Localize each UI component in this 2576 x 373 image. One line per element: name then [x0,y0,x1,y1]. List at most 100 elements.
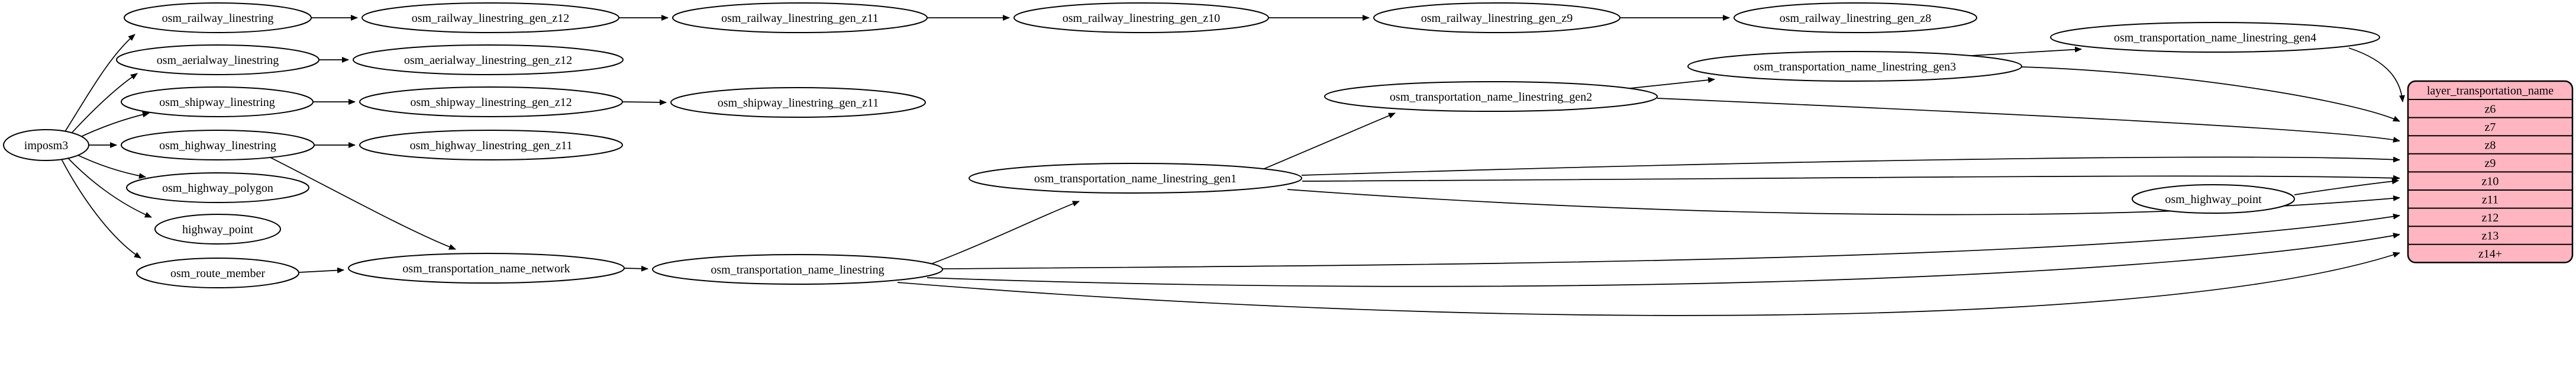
edge-osm_transportation_name_network-to-osm_transportation_name_linestring [624,265,648,272]
node-ellipse [1324,81,1658,112]
edge-imposm3-to-highway_point [66,156,152,218]
node-ellipse [124,2,312,33]
node-osm_route_member: osm_route_member [136,258,299,288]
node-label: osm_highway_polygon [162,182,273,195]
node-osm_railway_linestring: osm_railway_linestring [124,2,312,33]
node-ellipse [136,258,299,288]
node-osm_aerialway_linestring_gen_z12: osm_aerialway_linestring_gen_z12 [353,44,624,75]
node-ellipse [126,172,309,203]
node-ellipse [348,253,625,284]
node-label: osm_transportation_name_linestring_gen4 [2114,31,2316,44]
node-label: osm_transportation_name_linestring_gen2 [1390,91,1592,104]
node-label: imposm3 [24,139,68,152]
node-ellipse [121,130,315,160]
node-ellipse [1734,2,1977,33]
edge-imposm3-to-osm_highway_polygon [73,153,146,179]
node-ellipse [3,129,89,161]
edge-imposm3-to-osm_shipway_linestring [76,111,150,139]
table-row-zoom-level: z9 [2485,157,2496,170]
node-label: osm_transportation_name_network [402,262,570,275]
node-osm_shipway_linestring: osm_shipway_linestring [121,86,314,117]
edge-osm_highway_point-to-z10 [2294,178,2399,195]
node-osm_highway_linestring_gen_z11: osm_highway_linestring_gen_z11 [359,130,623,160]
node-ellipse [116,44,319,75]
node-ellipse [1373,2,1621,33]
node-label: osm_transportation_name_linestring [711,263,884,276]
node-osm_railway_linestring_gen_z9: osm_railway_linestring_gen_z9 [1373,2,1621,33]
node-ellipse [2132,184,2295,214]
edge-osm_transportation_name_linestring_gen3-to-osm_transportation_name_linestring_gen4 [1971,46,2082,56]
node-osm_railway_linestring_gen_z8: osm_railway_linestring_gen_z8 [1734,2,1977,33]
table-row-zoom-level: z6 [2485,102,2496,115]
node-osm_highway_point: osm_highway_point [2132,184,2295,214]
node-label: osm_railway_linestring_gen_z10 [1063,12,1221,25]
node-label: osm_shipway_linestring_gen_z12 [410,96,572,109]
edge-osm_transportation_name_linestring-to-z14+ [897,252,2400,316]
node-osm_transportation_name_network: osm_transportation_name_network [348,253,625,284]
node-osm_transportation_name_linestring_gen2: osm_transportation_name_linestring_gen2 [1324,81,1658,112]
node-ellipse [2050,22,2380,53]
node-ellipse [670,87,926,118]
node-label: osm_shipway_linestring_gen_z11 [718,97,879,110]
node-ellipse [353,44,624,75]
node-ellipse [969,163,1302,194]
node-osm_shipway_linestring_gen_z12: osm_shipway_linestring_gen_z12 [359,86,623,117]
table-row-zoom-level: z12 [2482,211,2499,224]
node-ellipse [154,214,281,245]
node-osm_transportation_name_linestring_gen1: osm_transportation_name_linestring_gen1 [969,163,1302,194]
node-ellipse [361,2,619,33]
edge-osm_transportation_name_linestring_gen1-to-z9 [1301,156,2400,176]
edge-osm_transportation_name_linestring_gen1-to-z10 [1302,175,2400,182]
node-osm_railway_linestring_gen_z11: osm_railway_linestring_gen_z11 [672,2,928,33]
node-label: osm_railway_linestring_gen_z9 [1421,12,1573,25]
node-ellipse [1687,51,2022,82]
node-ellipse [1013,2,1269,33]
node-label: osm_route_member [170,267,265,280]
table-row-zoom-level: z13 [2482,230,2499,243]
node-label: highway_point [182,223,253,236]
node-label: osm_railway_linestring_gen_z8 [1780,12,1932,25]
edge-osm_transportation_name_linestring_gen4-to-z6 [2348,47,2405,102]
node-highway_point: highway_point [154,214,281,245]
edge-imposm3-to-osm_railway_linestring [64,34,135,132]
node-ellipse [121,86,314,117]
edge-imposm3-to-osm_aerialway_linestring [69,73,138,136]
node-osm_railway_linestring_gen_z10: osm_railway_linestring_gen_z10 [1013,2,1269,33]
edge-osm_transportation_name_linestring_gen3-to-z7 [2021,66,2400,122]
table-title: layer_transportation_name [2427,85,2554,98]
table-row-zoom-level: z10 [2482,175,2499,188]
node-ellipse [652,254,943,285]
node-ellipse [359,130,623,160]
node-label: osm_aerialway_linestring_gen_z12 [404,54,572,67]
node-label: osm_transportation_name_linestring_gen1 [1034,172,1237,185]
edge-osm_transportation_name_linestring_gen2-to-osm_transportation_name_linestring_gen3 [1625,77,1715,89]
node-label: osm_railway_linestring_gen_z12 [412,12,570,25]
node-label: osm_highway_point [2165,193,2262,206]
node-osm_railway_linestring_gen_z12: osm_railway_linestring_gen_z12 [361,2,619,33]
table-row-zoom-level: z7 [2485,121,2496,134]
edge-osm_transportation_name_linestring-to-z13 [927,233,2400,287]
node-osm_highway_linestring: osm_highway_linestring [121,130,315,160]
node-osm_shipway_linestring_gen_z11: osm_shipway_linestring_gen_z11 [670,87,926,118]
node-label: osm_highway_linestring_gen_z11 [410,139,573,152]
node-osm_highway_polygon: osm_highway_polygon [126,172,309,203]
node-imposm3: imposm3 [3,129,89,161]
node-label: osm_railway_linestring [162,12,274,25]
node-label: osm_highway_linestring [159,139,276,152]
node-label: osm_transportation_name_linestring_gen3 [1754,60,1956,73]
table-row-zoom-level: z11 [2482,193,2498,206]
nodes-layer: imposm3 osm_railway_linestring osm_railway… [3,2,2380,288]
edge-osm_transportation_name_linestring-to-z12 [942,213,2400,269]
node-osm_transportation_name_linestring: osm_transportation_name_linestring [652,254,943,285]
node-label: osm_shipway_linestring [159,96,275,109]
edge-osm_transportation_name_linestring_gen1-to-osm_transportation_name_linestring_gen2 [1261,112,1396,171]
edge-osm_transportation_name_linestring_gen2-to-z8 [1657,98,2400,143]
table-layer-transportation-name: layer_transportation_name z6 z7 z8 z9 z10 z11 z… [2407,80,2574,263]
edge-imposm3-to-osm_route_member [61,159,141,259]
node-ellipse [672,2,928,33]
edge-osm_route_member-to-osm_transportation_name_network [298,267,344,274]
table-row-zoom-level: z14+ [2478,247,2502,261]
table-row-zoom-level: z8 [2485,139,2496,152]
